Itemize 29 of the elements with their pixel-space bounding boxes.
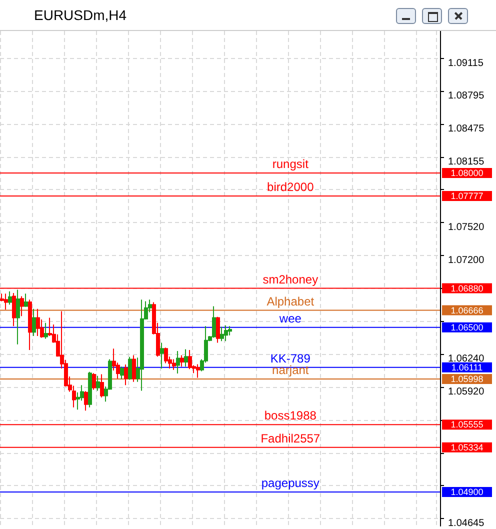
ref-line-label: Fadhil2557 (260, 431, 320, 446)
y-tick-label: 1.08155 (448, 156, 485, 168)
text: 1.08000 (450, 168, 484, 178)
text: 1.06880 (450, 283, 484, 294)
y-tick-label: 1.04645 (448, 518, 485, 529)
ref-line-label: rungsit (272, 157, 310, 172)
text: 1.06111 (451, 362, 483, 372)
ref-line-label: bird2000 (267, 180, 314, 194)
y-tick-label: 1.07200 (448, 254, 485, 266)
text: 1.07777 (450, 190, 484, 201)
ref-line-label: pagepussy (261, 476, 320, 490)
ref-line-label: wee (278, 311, 302, 326)
chart-title: EURUSDm,H4 (34, 7, 127, 23)
ref-line-label: sm2honey (262, 272, 318, 286)
ref-line-label: KK-789 (270, 351, 311, 366)
y-tick-label: 1.09115 (448, 58, 484, 69)
ref-line-label: Alphabet (266, 294, 315, 308)
text: 1.05998 (450, 374, 484, 384)
text: 1.06666 (450, 305, 484, 316)
text: 1.06500 (450, 322, 484, 332)
text: 1.05334 (450, 442, 484, 452)
y-tick-label: 1.06240 (448, 354, 485, 365)
y-tick-label: 1.07520 (448, 222, 485, 233)
text: 1.05555 (450, 420, 484, 430)
text: 1.04900 (450, 487, 484, 498)
y-tick-label: 1.05920 (448, 386, 485, 398)
y-tick-label: 1.08795 (448, 90, 485, 102)
y-tick-label: 1.08475 (448, 124, 485, 135)
ref-line-label: boss1988 (264, 408, 317, 423)
